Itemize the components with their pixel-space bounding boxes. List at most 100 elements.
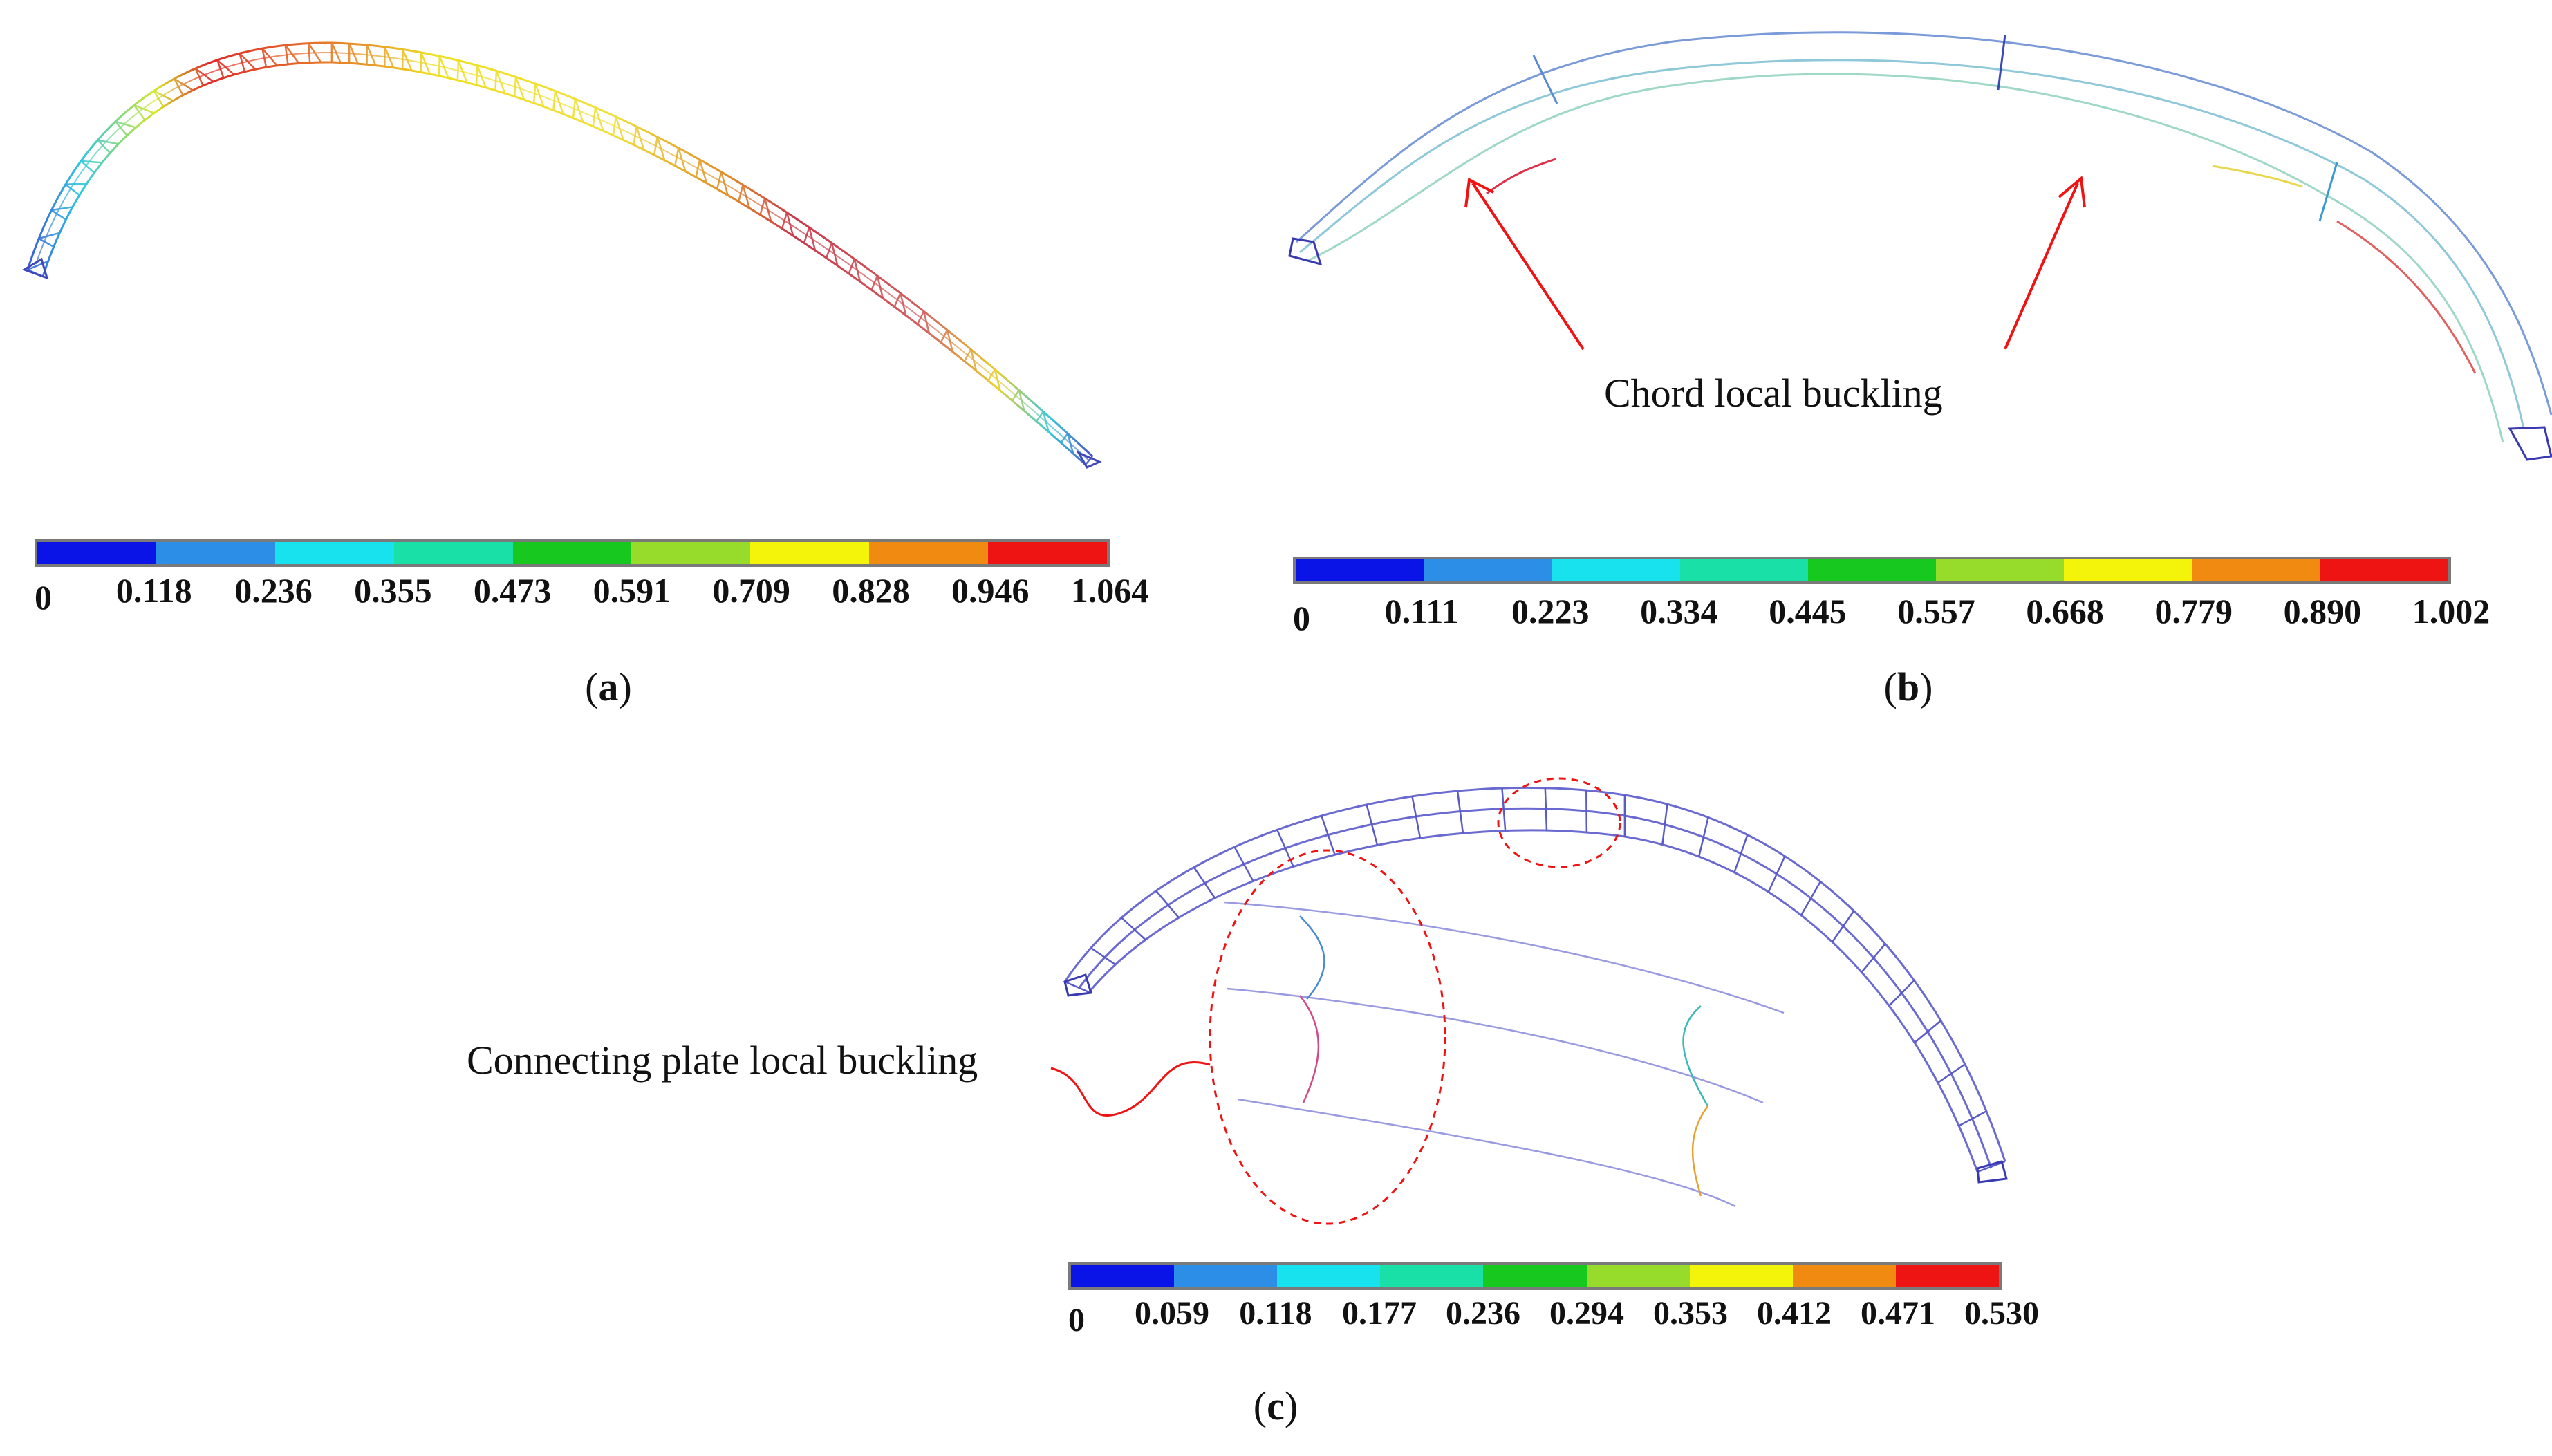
colorbar-c-segment xyxy=(1380,1265,1484,1287)
truss-c-web-member xyxy=(1544,787,1548,831)
truss-a-web-member xyxy=(65,183,80,196)
truss-a-diagonal xyxy=(853,259,861,282)
truss-a-diagonal xyxy=(366,44,377,66)
arrow-right-head xyxy=(2058,176,2086,208)
truss-a-diagonal xyxy=(384,46,395,68)
colorbar-c-segment xyxy=(1895,1265,1999,1287)
truss-a-diagonal xyxy=(615,116,624,140)
buckle-zone-right xyxy=(2212,165,2303,188)
truss-c-web-member xyxy=(1121,917,1146,941)
colorbar-b-tick-label: 0.557 xyxy=(1897,592,1975,631)
truss-a-web-member xyxy=(825,242,833,259)
truss-a-web-member xyxy=(695,159,701,178)
truss-a-web-member xyxy=(261,48,268,68)
truss-c-web-member xyxy=(1800,881,1821,916)
colorbar-a-tick-label: 0.236 xyxy=(234,571,313,610)
truss-a-web-member xyxy=(803,227,810,243)
truss-a-web-member xyxy=(653,136,659,156)
caption-b-close: ) xyxy=(1919,664,1933,709)
arch-truss-a xyxy=(21,41,1102,469)
truss-a-diagonal xyxy=(133,104,155,114)
panel-b: Chord local buckling 0 0.111 0.223 0.334 0.4… xyxy=(1258,0,2552,726)
truss-c-web-member xyxy=(1888,980,1915,1007)
colorbar-a xyxy=(35,539,1110,567)
truss-a-diagonal xyxy=(698,159,708,183)
colorbar-c-tick-label: 0.236 xyxy=(1445,1295,1520,1332)
truss-a-web-member xyxy=(239,53,246,73)
truss-c-web-member xyxy=(1233,846,1254,882)
colorbar-b-tick-label: 0 xyxy=(1293,599,1310,637)
truss-a-web-member xyxy=(513,77,517,97)
colorbar-c xyxy=(1068,1262,2002,1290)
colorbar-a-tick-label: 0.946 xyxy=(951,571,1030,610)
truss-c-web-member xyxy=(1501,787,1507,831)
truss-a-diagonal xyxy=(195,67,214,82)
colorbar-b-tick-label: 1.002 xyxy=(2412,592,2490,631)
diaphragm-b-2 xyxy=(1997,34,2006,91)
truss-a-diagonal xyxy=(514,76,525,100)
truss-a-web-member xyxy=(759,198,766,215)
colorbar-a-tick-label: 0 xyxy=(35,578,52,617)
truss-a-diagonal xyxy=(402,48,413,71)
colorbar-b-tick-label: 0.223 xyxy=(1511,592,1590,631)
colorbar-b-tick-label: 0.668 xyxy=(2026,592,2104,631)
truss-a-web-member xyxy=(963,348,972,362)
buckle-zone-left xyxy=(1486,158,1556,195)
colorbar-c-tick-label: 0.412 xyxy=(1757,1295,1832,1332)
colorbar-b-segment xyxy=(1296,559,1424,581)
colorbar-a-tick-label: 0.591 xyxy=(593,571,671,610)
truss-c-web-member xyxy=(1585,790,1588,833)
truss-a-web-member xyxy=(870,275,879,290)
truss-a-diagonal xyxy=(457,60,468,83)
caption-c-letter: c xyxy=(1267,1383,1285,1428)
truss-c-web-member xyxy=(1090,947,1116,966)
truss-a-web-member xyxy=(716,171,723,189)
support-left-b xyxy=(1288,237,1323,266)
truss-a-diagonal xyxy=(216,59,235,75)
truss-c-web-member xyxy=(1661,803,1668,845)
truss-a-diagonal xyxy=(946,330,953,352)
truss-a-diagonal xyxy=(970,349,978,371)
caption-b-open: ( xyxy=(1883,664,1897,709)
truss-a-diagonal xyxy=(420,52,431,75)
panel-a: 0 0.118 0.236 0.355 0.473 0.591 0.709 0.828 0.94… xyxy=(0,0,1245,726)
colorbar-b-tick-label: 0.445 xyxy=(1769,592,1847,631)
colorbar-b-tick-label: 0.890 xyxy=(2283,592,2362,631)
colorbar-a-segment xyxy=(512,542,632,564)
truss-a-diagonal xyxy=(900,292,907,316)
truss-a-web-member xyxy=(38,238,55,248)
truss-a-diagonal xyxy=(720,171,729,196)
truss-c-web-member xyxy=(1914,1020,1941,1044)
truss-a-web-member xyxy=(308,43,311,63)
truss-a-diagonal xyxy=(81,160,102,164)
truss-b-members xyxy=(1295,31,2552,443)
truss-a-web-member xyxy=(781,212,788,229)
truss-a-web-member xyxy=(438,56,441,76)
truss-a-web-member xyxy=(572,99,577,118)
colorbar-b-segment xyxy=(1552,559,1680,581)
annotation-plate-buckling: Connecting plate local buckling xyxy=(467,1038,978,1083)
truss-a-diagonal xyxy=(808,227,817,251)
arrow-left-head xyxy=(1464,177,1494,208)
caption-b: (b) xyxy=(1884,664,1933,710)
truss-a-diagonal xyxy=(1067,433,1074,454)
colorbar-b-segment xyxy=(1936,559,2065,581)
truss-a-diagonal xyxy=(678,147,687,172)
truss-c-web-member xyxy=(1861,943,1886,973)
colorbar-b-tick-label: 0.111 xyxy=(1384,592,1459,631)
truss-a-diagonal xyxy=(785,212,794,236)
truss-a-web-member xyxy=(848,259,855,274)
truss-a-web-member xyxy=(552,91,557,111)
truss-a-web-member xyxy=(97,139,111,154)
truss-a-web-member xyxy=(633,126,637,145)
truss-a-web-member xyxy=(133,104,146,121)
caption-b-letter: b xyxy=(1897,664,1920,709)
truss-c-web-member xyxy=(1155,890,1180,919)
truss-a-web-member xyxy=(216,59,225,79)
truss-a-diagonal xyxy=(153,90,174,102)
caption-c-open: ( xyxy=(1253,1383,1267,1428)
colorbar-a-tick-label: 1.064 xyxy=(1070,571,1149,610)
truss-a-web-member xyxy=(612,116,617,136)
truss-c-web-member xyxy=(1366,804,1379,846)
truss-a-web-member xyxy=(940,329,949,343)
